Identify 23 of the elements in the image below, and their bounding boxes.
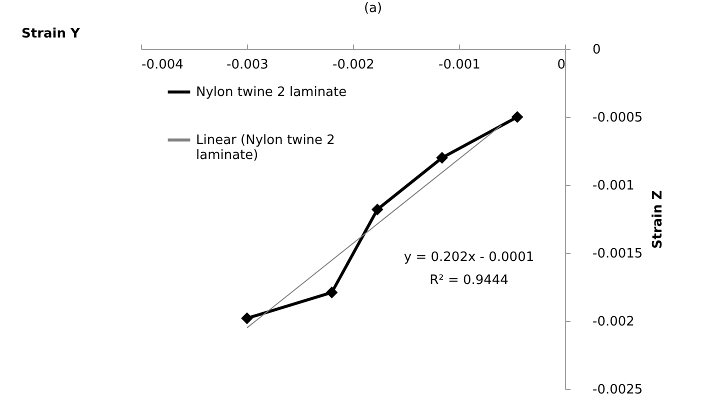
x-axis-title: Strain Y xyxy=(22,26,80,42)
x-tick-label: -0.001 xyxy=(438,58,480,72)
point xyxy=(371,204,384,216)
y-tick-label: -0.002 xyxy=(592,314,634,330)
y-axis-title: Strain Z xyxy=(650,190,666,249)
y-tick-label: -0.0015 xyxy=(592,246,643,262)
annotation: R² = 0.9444 xyxy=(430,273,508,288)
y-tick-label: -0.001 xyxy=(592,178,634,194)
x-tick-label: 0 xyxy=(557,58,566,72)
point xyxy=(511,111,524,123)
point xyxy=(241,312,253,324)
point xyxy=(326,286,338,298)
y-tick-label: 0 xyxy=(592,42,601,58)
annotation: y = 0.202x - 0.0001 xyxy=(404,250,534,265)
chart-title: (a) xyxy=(364,1,382,16)
x-tick-label: -0.004 xyxy=(142,58,184,72)
x-tick-label: -0.002 xyxy=(332,58,374,72)
y-tick-label: -0.0025 xyxy=(592,382,643,398)
point xyxy=(436,152,448,164)
x-tick-label: -0.003 xyxy=(226,58,268,72)
legend-label: Linear (Nylon twine 2 laminate) xyxy=(196,133,335,163)
legend-label: Nylon twine 2 laminate xyxy=(196,85,347,100)
y-tick-label: -0.0005 xyxy=(592,110,643,126)
